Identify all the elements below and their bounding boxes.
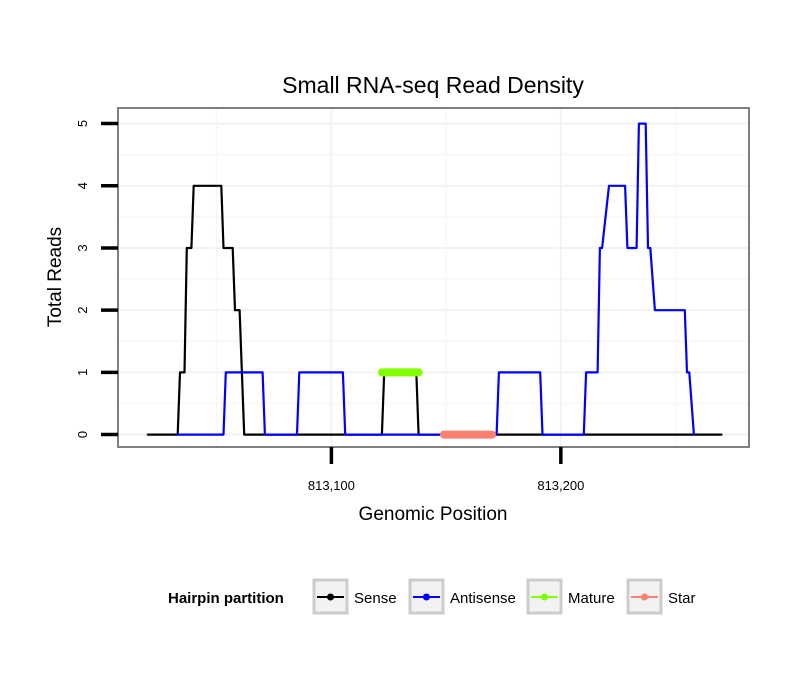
chart-title: Small RNA-seq Read Density	[282, 72, 584, 98]
legend-point-sense	[327, 593, 334, 601]
y-tick-label-5: 5	[75, 120, 90, 127]
grid-lines	[118, 108, 749, 447]
axes: 0 1 2 3 4 5 813,100 813,200	[75, 120, 584, 493]
y-tick-label-3: 3	[75, 244, 90, 251]
x-axis-label: Genomic Position	[359, 504, 508, 525]
legend-label-sense: Sense	[354, 590, 397, 607]
x-tick-label-0: 813,100	[308, 478, 355, 493]
legend: Hairpin partition Sense Antisense Mature St…	[168, 578, 696, 615]
legend-label-antisense: Antisense	[450, 590, 516, 607]
legend-label-star: Star	[668, 590, 696, 607]
y-tick-label-2: 2	[75, 307, 90, 314]
legend-key-antisense	[408, 578, 445, 615]
series-line-antisense	[176, 122, 696, 436]
y-tick-label-4: 4	[75, 182, 90, 189]
legend-title: Hairpin partition	[168, 590, 284, 607]
x-tick-label-1: 813,200	[537, 478, 584, 493]
legend-point-star	[641, 593, 648, 601]
y-tick-label-0: 0	[75, 431, 90, 438]
series-lines	[146, 122, 723, 439]
plot-background	[118, 108, 749, 447]
plot-frame	[117, 107, 750, 448]
y-axis-label: Total Reads	[45, 227, 66, 327]
y-tick-label-1: 1	[75, 369, 90, 376]
legend-point-mature	[541, 593, 548, 601]
legend-point-antisense	[423, 593, 430, 601]
legend-label-mature: Mature	[568, 590, 615, 607]
